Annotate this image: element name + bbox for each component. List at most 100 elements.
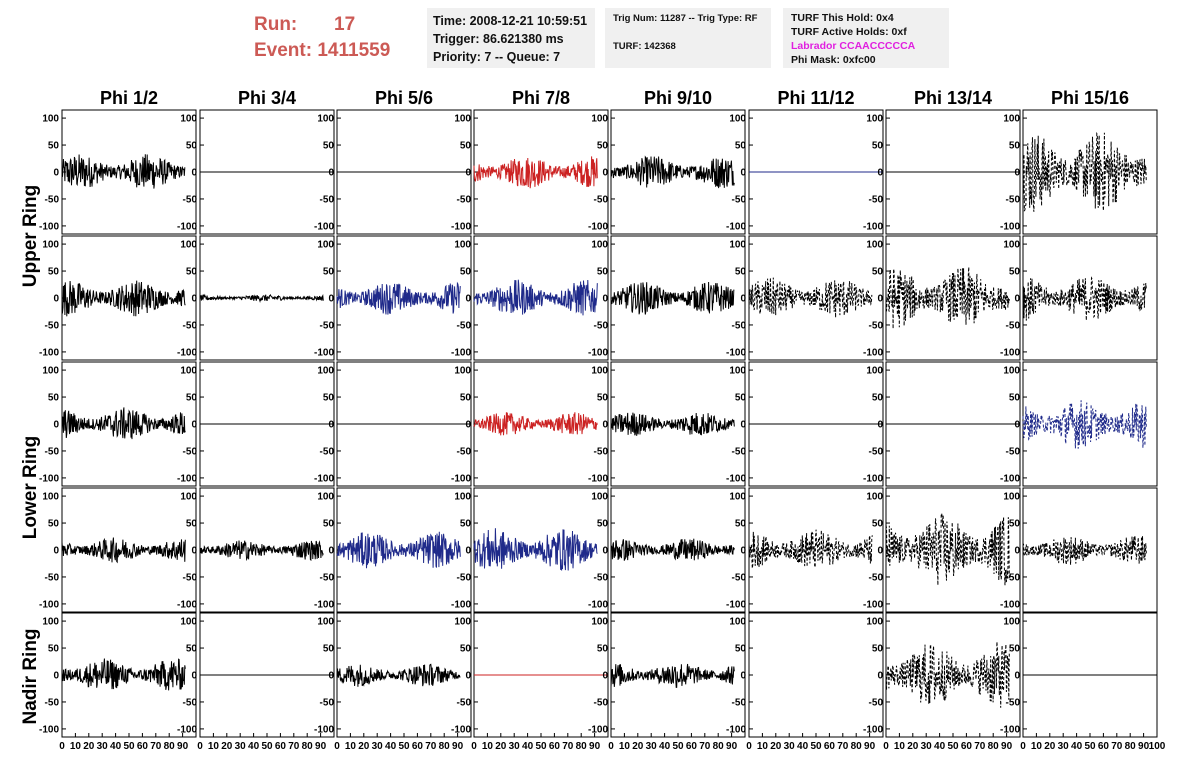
y-tick-label: 100 bbox=[317, 617, 334, 628]
ring-label-3: Nadir Ring bbox=[20, 628, 41, 724]
x-tick-label: 70 bbox=[1111, 741, 1123, 752]
x-tick-label: 100 bbox=[1149, 741, 1166, 752]
y-tick-label: 0 bbox=[465, 671, 471, 682]
y-tick-label: -50 bbox=[869, 697, 884, 708]
x-tick-label: 30 bbox=[646, 741, 658, 752]
y-tick-label: 50 bbox=[460, 141, 472, 152]
x-tick-label: 10 bbox=[619, 741, 631, 752]
column-header-4: Phi 7/8 bbox=[512, 88, 570, 108]
y-tick-label: -100 bbox=[588, 724, 608, 735]
x-tick-label: 10 bbox=[208, 741, 220, 752]
x-tick-label: 40 bbox=[934, 741, 946, 752]
y-tick-label: -100 bbox=[177, 724, 197, 735]
y-tick-label: -100 bbox=[177, 347, 197, 358]
y-tick-label: 0 bbox=[328, 546, 334, 557]
y-tick-label: 0 bbox=[53, 294, 59, 305]
y-tick-label: -50 bbox=[183, 572, 198, 583]
y-tick-label: -100 bbox=[726, 724, 746, 735]
x-tick-label: 10 bbox=[1031, 741, 1043, 752]
x-tick-label: 70 bbox=[699, 741, 711, 752]
y-tick-label: 0 bbox=[1014, 294, 1020, 305]
x-tick-label: 80 bbox=[576, 741, 588, 752]
labrador-text: Labrador CCAACCCCCA bbox=[791, 40, 916, 52]
waveform-line bbox=[336, 281, 461, 315]
waveform-line bbox=[336, 531, 461, 569]
x-tick-label: 10 bbox=[345, 741, 357, 752]
turf-this-hold-text: TURF This Hold: 0x4 bbox=[791, 12, 894, 24]
x-tick-label: 30 bbox=[1058, 741, 1070, 752]
x-tick-label: 70 bbox=[150, 741, 162, 752]
x-tick-label: 20 bbox=[495, 741, 507, 752]
y-tick-label: 100 bbox=[317, 114, 334, 125]
trig-num-box: Trig Num: 11287 -- Trig Type: RF TURF: 1… bbox=[605, 8, 771, 68]
y-tick-label: 50 bbox=[1009, 141, 1021, 152]
y-tick-label: -50 bbox=[457, 572, 472, 583]
y-tick-label: 50 bbox=[460, 519, 472, 530]
y-tick-label: 100 bbox=[1003, 366, 1020, 377]
y-tick-label: -100 bbox=[726, 599, 746, 610]
x-tick-label: 90 bbox=[864, 741, 876, 752]
y-tick-label: -100 bbox=[39, 221, 59, 232]
y-tick-label: 100 bbox=[866, 366, 883, 377]
y-tick-label: 100 bbox=[317, 240, 334, 251]
y-tick-label: 100 bbox=[454, 240, 471, 251]
y-tick-label: 0 bbox=[602, 546, 608, 557]
y-tick-label: -100 bbox=[863, 221, 883, 232]
y-tick-label: 50 bbox=[1009, 519, 1021, 530]
y-tick-label: 100 bbox=[1003, 114, 1020, 125]
waveform-line bbox=[199, 540, 324, 562]
y-tick-label: 0 bbox=[877, 168, 883, 179]
y-tick-label: 0 bbox=[191, 168, 197, 179]
turf-text: TURF: 142368 bbox=[613, 41, 676, 52]
y-tick-label: 100 bbox=[729, 617, 746, 628]
y-tick-label: -100 bbox=[1000, 724, 1020, 735]
x-tick-label: 70 bbox=[288, 741, 300, 752]
x-tick-label: 40 bbox=[797, 741, 809, 752]
waveform-line bbox=[336, 663, 461, 687]
y-tick-label: 100 bbox=[180, 366, 197, 377]
y-tick-label: 100 bbox=[866, 240, 883, 251]
run-label: Run: bbox=[254, 14, 298, 35]
y-tick-label: 100 bbox=[180, 114, 197, 125]
y-tick-label: -50 bbox=[183, 697, 198, 708]
column-header-6: Phi 11/12 bbox=[777, 88, 854, 108]
y-tick-label: 0 bbox=[602, 420, 608, 431]
ring-label-2: Lower Ring bbox=[20, 436, 41, 539]
y-tick-label: -100 bbox=[451, 473, 471, 484]
x-tick-label: 0 bbox=[197, 741, 203, 752]
y-tick-label: 0 bbox=[328, 420, 334, 431]
y-tick-label: 100 bbox=[42, 366, 59, 377]
waveform-line bbox=[748, 277, 873, 318]
x-tick-label: 20 bbox=[1044, 741, 1056, 752]
y-tick-label: 100 bbox=[866, 114, 883, 125]
waveform-line bbox=[473, 528, 598, 571]
x-tick-label: 30 bbox=[784, 741, 796, 752]
y-tick-label: -100 bbox=[1000, 221, 1020, 232]
x-tick-label: 0 bbox=[471, 741, 477, 752]
x-tick-label: 80 bbox=[988, 741, 1000, 752]
time-text: Time: 2008-12-21 10:59:51 bbox=[433, 14, 588, 28]
y-tick-label: -100 bbox=[863, 347, 883, 358]
event-value: 1411559 bbox=[317, 40, 391, 61]
y-tick-label: 100 bbox=[1003, 492, 1020, 503]
y-tick-label: -50 bbox=[457, 194, 472, 205]
waveform-line bbox=[748, 529, 873, 569]
turf-active-holds-text: TURF Active Holds: 0xf bbox=[791, 26, 907, 38]
waveform-line bbox=[885, 511, 1010, 586]
column-header-2: Phi 3/4 bbox=[238, 88, 296, 108]
y-tick-label: -100 bbox=[177, 473, 197, 484]
y-tick-label: -50 bbox=[320, 446, 335, 457]
y-tick-label: 100 bbox=[729, 492, 746, 503]
x-tick-label: 40 bbox=[659, 741, 671, 752]
x-tick-label: 0 bbox=[608, 741, 614, 752]
panel-frame bbox=[748, 612, 884, 738]
x-tick-label: 50 bbox=[1084, 741, 1096, 752]
y-tick-label: 0 bbox=[465, 294, 471, 305]
y-tick-label: -100 bbox=[314, 221, 334, 232]
column-header-7: Phi 13/14 bbox=[914, 88, 992, 108]
priority-text: Priority: 7 -- Queue: 7 bbox=[433, 50, 561, 64]
waveform-line bbox=[885, 266, 1010, 329]
y-tick-label: -50 bbox=[594, 572, 609, 583]
y-tick-label: 100 bbox=[454, 492, 471, 503]
y-tick-label: 100 bbox=[729, 366, 746, 377]
